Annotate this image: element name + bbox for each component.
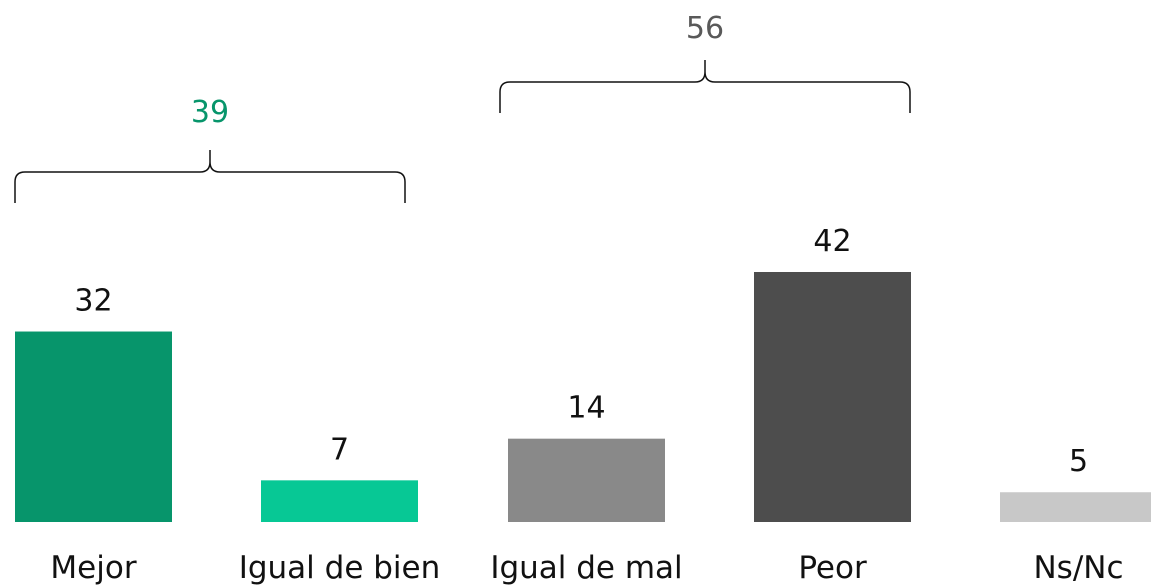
data-label-mejor: 32 xyxy=(74,284,112,319)
data-label-igual-de-mal: 14 xyxy=(567,391,605,426)
category-label-igual-de-bien: Igual de bien xyxy=(239,550,441,586)
data-label-ns-nc: 5 xyxy=(1069,444,1088,479)
bar-mejor xyxy=(15,331,172,522)
bar-peor xyxy=(754,272,911,522)
group-brace-2 xyxy=(499,60,911,113)
bar-igual-de-bien xyxy=(261,480,418,522)
category-label-ns-nc: Ns/Nc xyxy=(1033,550,1123,586)
bar-igual-de-mal xyxy=(508,438,665,522)
category-label-mejor: Mejor xyxy=(50,550,136,586)
group-total-2: 56 xyxy=(686,11,724,46)
data-label-peor: 42 xyxy=(813,224,851,259)
group-brace-1 xyxy=(14,150,406,203)
group-total-1: 39 xyxy=(191,95,229,130)
category-label-peor: Peor xyxy=(798,550,867,586)
category-label-igual-de-mal: Igual de mal xyxy=(490,550,682,586)
data-label-igual-de-bien: 7 xyxy=(330,432,349,467)
bar-ns-nc xyxy=(1000,492,1151,522)
